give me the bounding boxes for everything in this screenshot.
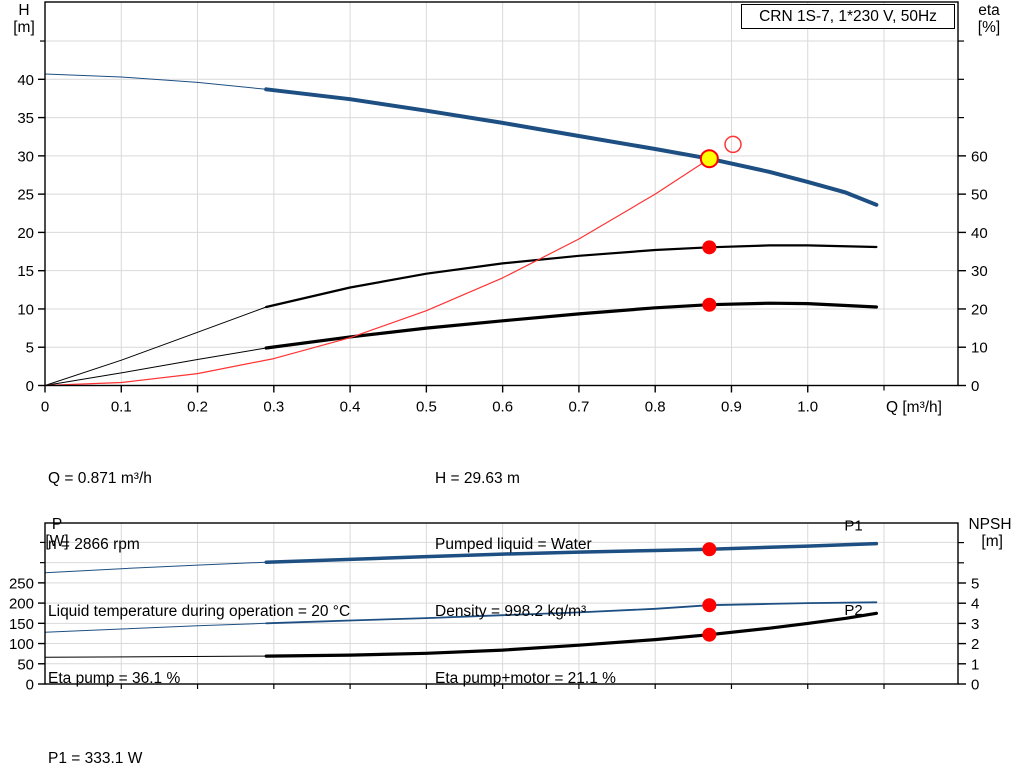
y-right-tick-label: 1 [971,656,979,673]
curve-eta-pump-motor-curve [264,301,879,350]
p1-curve-label: P1 [844,518,862,535]
info-line-speed: n = 2866 rpm [48,536,140,554]
y-left-tick-label: 10 [17,301,34,318]
info-line-h: H = 29.63 m [435,469,520,487]
pump-title: CRN 1S-7, 1*230 V, 50Hz [759,7,937,25]
y-right-tick-label: 40 [971,225,988,242]
y-left-tick-label: 25 [17,187,34,204]
x-tick-label: 0.2 [187,399,208,416]
y-right-tick-label: 0 [971,677,979,694]
y-right-tick-label: 20 [971,301,988,318]
marker-duty-point [699,149,719,169]
curve-h-curve [264,87,879,207]
eta-axis-label: eta [%] [977,2,1001,36]
y-left-tick-label: 15 [17,263,34,280]
curve-h-curve-extension [44,73,267,90]
y-left-tick-label: 30 [17,148,34,165]
info-line-q: Q = 0.871 m³/h [48,469,152,487]
operating-info-right: H = 29.63 m Pumped liquid = Water Densit… [435,423,616,735]
y-left-tick-label: 100 [9,636,34,653]
marker-npsh-point [702,627,717,642]
y-left-tick-label: 40 [17,72,34,89]
info-line-pumped-liquid: Pumped liquid = Water [435,536,592,554]
curve-npsh-extension [44,655,267,658]
p-axis-label: P [W] [45,516,69,550]
info-line-liquid-temp: Liquid temperature during operation = 20… [48,603,351,621]
x-tick-label: 0.4 [340,399,361,416]
q-axis-label: Q [m³/h] [886,399,942,416]
y-left-tick-label: 150 [9,616,34,633]
y-right-tick-label: 4 [971,596,979,613]
x-tick-label: 0 [41,399,49,416]
y-left-tick-label: 50 [17,656,34,673]
marker-p1-point [702,542,717,557]
curve-p2-curve [265,601,878,625]
curve-p1-extension [44,561,267,574]
y-left-tick-label: 200 [9,596,34,613]
info-line-eta-pump: Eta pump = 36.1 % [48,670,181,688]
curve-system-curve [44,158,710,387]
npsh-axis-label: NPSH [m] [968,516,1012,550]
y-left-tick-label: 35 [17,110,34,127]
y-right-tick-label: 0 [971,378,979,395]
marker-eta-pump-motor-point [702,297,717,312]
y-right-tick-label: 30 [971,263,988,280]
info-line-eta-pump-motor: Eta pump+motor = 21.1 % [435,670,616,688]
marker-requested-duty-point [724,135,742,154]
x-tick-label: 0.6 [492,399,513,416]
y-left-tick-label: 5 [26,340,34,357]
y-left-tick-label: 20 [17,225,34,242]
y-right-tick-label: 3 [971,616,979,633]
y-right-tick-label: 60 [971,148,988,165]
x-tick-label: 0.7 [568,399,589,416]
p2-curve-label: P2 [844,602,862,619]
curve-npsh-curve [264,611,879,658]
y-left-tick-label: 0 [26,677,34,694]
y-right-tick-label: 10 [971,340,988,357]
info-line-p1: P1 = 333.1 W [48,749,143,767]
y-right-tick-label: 5 [971,575,979,592]
y-right-tick-label: 50 [971,187,988,204]
pump-title-box: CRN 1S-7, 1*230 V, 50Hz [741,4,955,29]
curve-p1-curve [264,541,879,564]
power-info: P1 = 333.1 W P2 = 194.8 W NPSH = 2.44 m [48,703,156,781]
y-right-tick-label: 2 [971,636,979,653]
marker-eta-pump-point [702,240,717,255]
y-left-tick-label: 250 [9,575,34,592]
x-tick-label: 0.9 [721,399,742,416]
y-left-tick-label: 0 [26,378,34,395]
h-axis-label: H [m] [13,2,35,36]
marker-p2-point [702,598,717,613]
curve-eta-pump-curve [265,244,878,309]
x-tick-label: 0.1 [111,399,132,416]
curve-eta-pump-extension [44,306,267,386]
info-line-density: Density = 998.2 kg/m³ [435,603,587,621]
x-tick-label: 0.8 [645,399,666,416]
curve-p2-extension [44,622,267,633]
x-tick-label: 1.0 [797,399,818,416]
operating-info-left: Q = 0.871 m³/h n = 2866 rpm Liquid tempe… [48,423,350,735]
x-tick-label: 0.5 [416,399,437,416]
x-tick-label: 0.3 [263,399,284,416]
curve-eta-pump-motor-extension [44,347,267,386]
